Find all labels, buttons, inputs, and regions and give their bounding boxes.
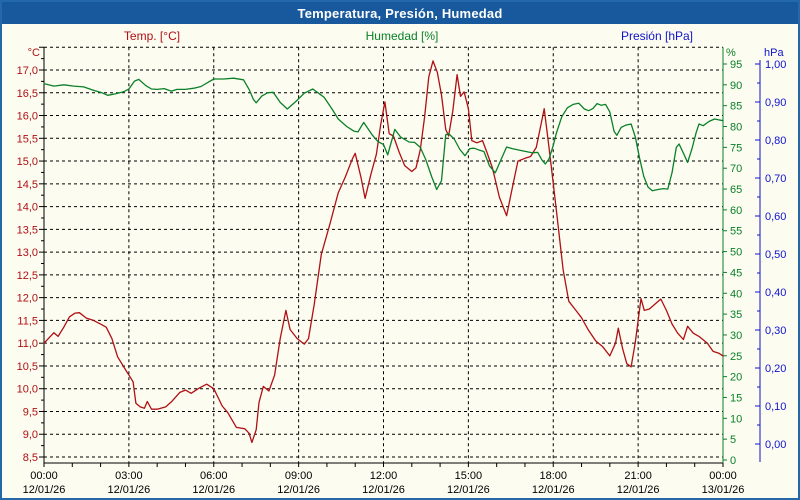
svg-text:40: 40 [730, 288, 742, 300]
svg-text:13,0: 13,0 [17, 247, 38, 259]
svg-text:00:00: 00:00 [30, 470, 58, 482]
svg-text:12/01/26: 12/01/26 [23, 484, 66, 496]
legend-humidity-label: Humedad [%] [365, 29, 439, 43]
svg-text:12/01/26: 12/01/26 [617, 484, 660, 496]
pressure-axis: 1,00 0,90 0,80 0,70 0,60 0,50 0,40 0,30 0,20 0,10… [755, 47, 786, 462]
svg-text:%: % [726, 47, 736, 59]
svg-text:10,0: 10,0 [17, 384, 38, 396]
svg-text:45: 45 [730, 267, 742, 279]
svg-text:0,80: 0,80 [765, 135, 786, 147]
svg-text:hPa: hPa [764, 47, 784, 59]
svg-text:10: 10 [730, 413, 742, 425]
svg-text:16,5: 16,5 [17, 88, 38, 100]
svg-text:9,5: 9,5 [23, 406, 38, 418]
svg-text:15:00: 15:00 [455, 470, 483, 482]
svg-text:0,50: 0,50 [765, 249, 786, 261]
svg-text:14,5: 14,5 [17, 179, 38, 191]
grid-lines [44, 46, 723, 463]
svg-text:90: 90 [730, 80, 742, 92]
svg-text:1,00: 1,00 [765, 59, 786, 71]
svg-text:09:00: 09:00 [285, 470, 313, 482]
svg-text:12/01/26: 12/01/26 [277, 484, 320, 496]
svg-text:°C: °C [28, 47, 40, 59]
window-title: Temperatura, Presión, Humedad [2, 2, 798, 24]
svg-text:15,5: 15,5 [17, 133, 38, 145]
svg-text:95: 95 [730, 59, 742, 71]
time-axis: 00:00 12/01/26 03:00 12/01/26 06:00 12/01/26 0… [23, 463, 745, 496]
svg-text:0,40: 0,40 [765, 287, 786, 299]
svg-text:0,30: 0,30 [765, 325, 786, 337]
svg-text:13,5: 13,5 [17, 224, 38, 236]
svg-text:15,0: 15,0 [17, 156, 38, 168]
svg-text:30: 30 [730, 330, 742, 342]
svg-text:20: 20 [730, 372, 742, 384]
svg-text:65: 65 [730, 184, 742, 196]
svg-text:00:00: 00:00 [709, 470, 737, 482]
svg-text:35: 35 [730, 309, 742, 321]
svg-text:85: 85 [730, 101, 742, 113]
legend-temp-label: Temp. [°C] [123, 29, 181, 43]
svg-text:25: 25 [730, 351, 742, 363]
svg-text:15: 15 [730, 392, 742, 404]
svg-text:9,0: 9,0 [23, 429, 38, 441]
svg-text:12/01/26: 12/01/26 [362, 484, 405, 496]
svg-text:21:00: 21:00 [624, 470, 652, 482]
svg-text:17,0: 17,0 [17, 65, 38, 77]
svg-text:55: 55 [730, 226, 742, 238]
svg-text:11,5: 11,5 [17, 315, 38, 327]
svg-text:0,20: 0,20 [765, 363, 786, 375]
svg-text:18:00: 18:00 [539, 470, 567, 482]
svg-text:13/01/26: 13/01/26 [702, 484, 745, 496]
svg-text:5: 5 [730, 434, 736, 446]
svg-text:06:00: 06:00 [200, 470, 228, 482]
svg-text:12/01/26: 12/01/26 [107, 484, 150, 496]
svg-text:12/01/26: 12/01/26 [192, 484, 235, 496]
svg-text:12,0: 12,0 [17, 293, 38, 305]
svg-text:0,60: 0,60 [765, 211, 786, 223]
series-temp-line [43, 60, 724, 444]
svg-text:75: 75 [730, 142, 742, 154]
svg-text:12/01/26: 12/01/26 [532, 484, 575, 496]
svg-text:14,0: 14,0 [17, 202, 38, 214]
svg-text:03:00: 03:00 [115, 470, 143, 482]
svg-text:12:00: 12:00 [370, 470, 398, 482]
svg-text:8,5: 8,5 [23, 452, 38, 464]
svg-text:0: 0 [730, 455, 736, 467]
svg-text:0,90: 0,90 [765, 97, 786, 109]
svg-text:80: 80 [730, 122, 742, 134]
svg-text:12,5: 12,5 [17, 270, 38, 282]
svg-text:16,0: 16,0 [17, 111, 38, 123]
series-humidity-line [43, 77, 724, 192]
temp-axis: 17,0 16,5 16,0 15,5 15,0 14,5 14,0 13,5 13,0 12,5… [17, 46, 44, 464]
svg-text:11,0: 11,0 [17, 338, 38, 350]
legend-pressure-label: Presión [hPa] [620, 29, 694, 43]
svg-text:12/01/26: 12/01/26 [447, 484, 490, 496]
svg-text:50: 50 [730, 247, 742, 259]
svg-text:60: 60 [730, 205, 742, 217]
svg-text:0,10: 0,10 [765, 401, 786, 413]
svg-text:0,00: 0,00 [765, 439, 786, 451]
svg-text:10,5: 10,5 [17, 361, 38, 373]
svg-text:70: 70 [730, 163, 742, 175]
svg-text:0,70: 0,70 [765, 173, 786, 185]
